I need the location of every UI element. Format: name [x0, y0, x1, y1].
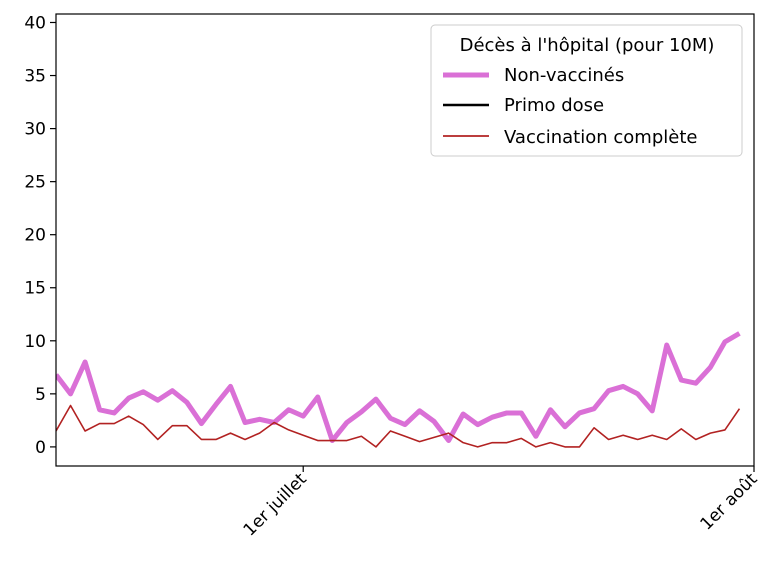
legend-box [430, 24, 743, 157]
plot-frame [55, 13, 755, 467]
y-tick-label: 0 [35, 438, 46, 458]
series-line-vaccination-complete [56, 404, 741, 448]
y-tick-label: 20 [24, 226, 46, 246]
y-axis: 0 5 10 15 20 25 30 35 40 [24, 13, 56, 458]
legend-label-vaccination-complete: Vaccination complète [504, 127, 697, 148]
legend-label-non-vaccines: Non-vaccinés [504, 65, 624, 86]
y-tick-label: 5 [35, 385, 46, 405]
y-tick-label: 35 [24, 67, 46, 87]
y-tick-label: 15 [24, 279, 46, 299]
legend: Décès à l'hôpital (pour 10M) Non-vacciné… [430, 24, 743, 157]
legend-label-primo-dose: Primo dose [504, 95, 604, 116]
series-line-non-vaccines [56, 331, 741, 444]
y-tick-label: 30 [24, 120, 46, 140]
y-tick-label: 10 [24, 332, 46, 352]
series-group [56, 331, 741, 448]
legend-title: Décès à l'hôpital (pour 10M) [460, 35, 715, 56]
y-tick-label: 40 [24, 13, 46, 33]
y-tick-label: 25 [24, 173, 46, 193]
